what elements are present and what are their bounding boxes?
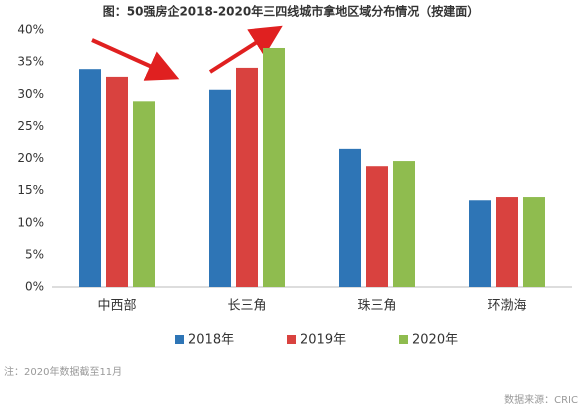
bar — [496, 197, 518, 287]
arrow — [91, 38, 180, 81]
y-tick-label: 15% — [17, 183, 44, 197]
x-tick-label: 中西部 — [97, 299, 136, 314]
legend-label: 2019年 — [300, 333, 346, 348]
chart-title: 图：50强房企2018-2020年三四线城市拿地区域分布情况（按建面） — [103, 4, 479, 19]
bar — [263, 47, 285, 287]
y-tick-label: 20% — [17, 151, 44, 165]
bar — [79, 69, 101, 287]
legend-label: 2020年 — [412, 333, 458, 348]
bar — [469, 200, 491, 287]
note: 注：2020年数据截至11月 — [4, 365, 122, 378]
legend-swatch — [175, 335, 184, 344]
source: 数据来源：CRIC — [504, 393, 578, 406]
bar — [209, 89, 231, 287]
legend-swatch — [287, 335, 296, 344]
bar — [133, 101, 155, 287]
bar — [366, 166, 388, 287]
y-tick-label: 35% — [17, 55, 44, 69]
bar — [339, 148, 361, 287]
y-tick-label: 40% — [17, 23, 44, 37]
bar — [393, 161, 415, 287]
bar — [106, 76, 128, 287]
bar — [236, 67, 258, 287]
x-tick-label: 珠三角 — [357, 299, 396, 314]
y-tick-label: 30% — [17, 87, 44, 101]
legend-label: 2018年 — [188, 333, 234, 348]
arrow — [208, 25, 283, 74]
y-tick-label: 25% — [17, 119, 44, 133]
bar — [523, 197, 545, 287]
legend-swatch — [399, 335, 408, 344]
y-tick-label: 10% — [17, 215, 44, 229]
y-tick-label: 5% — [25, 247, 44, 261]
y-tick-label: 0% — [25, 280, 44, 294]
x-tick-label: 环渤海 — [487, 298, 526, 314]
x-tick-label: 长三角 — [227, 299, 266, 314]
